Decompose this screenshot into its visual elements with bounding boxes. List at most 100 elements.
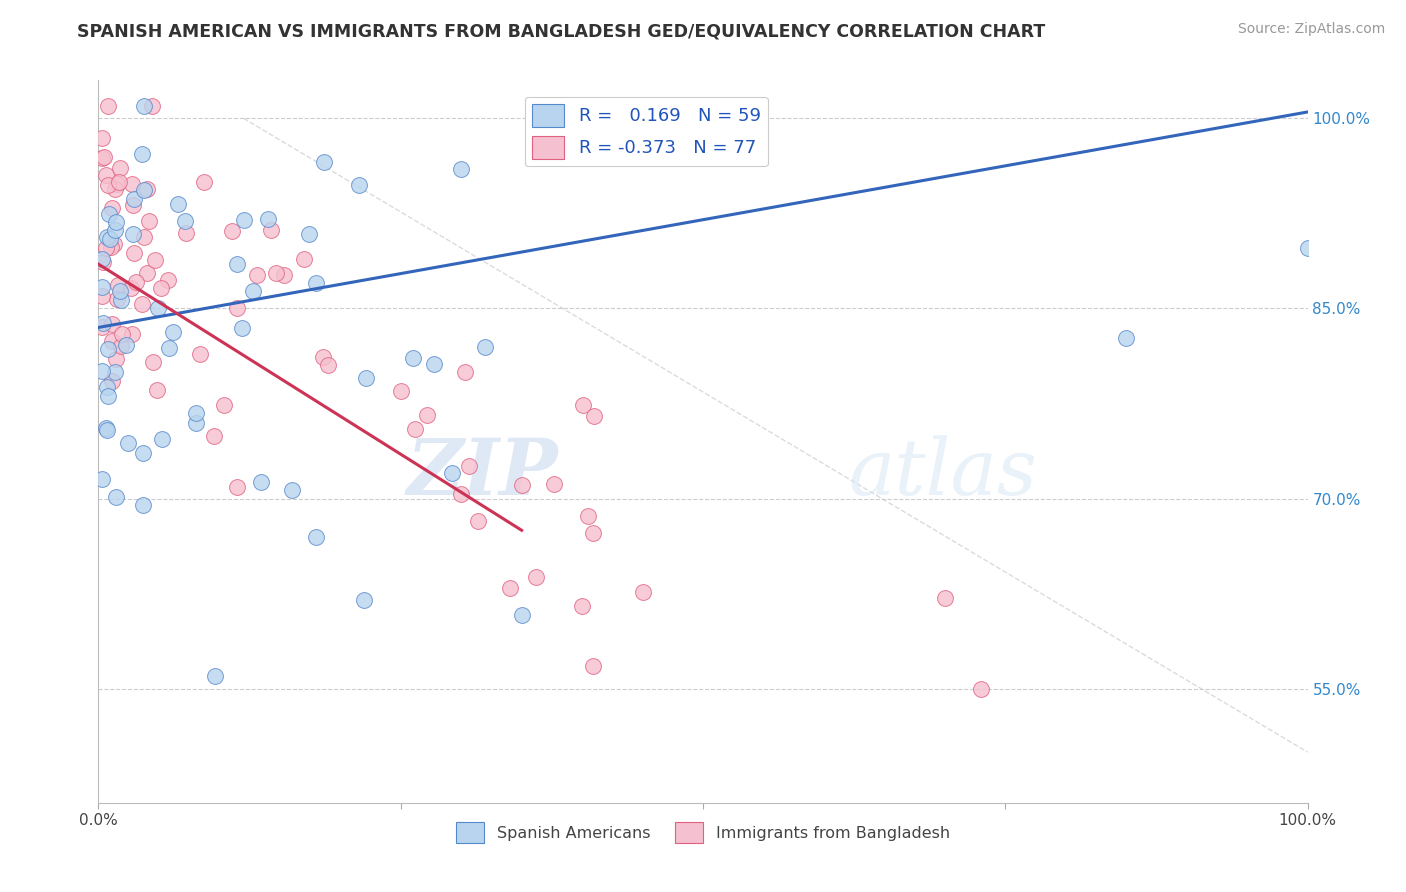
Point <box>402 351 425 365</box>
Point <box>467 514 489 528</box>
Point <box>117 436 139 450</box>
Point <box>312 350 335 364</box>
Point <box>316 358 339 372</box>
Text: SPANISH AMERICAN VS IMMIGRANTS FROM BANGLADESH GED/EQUIVALENCY CORRELATION CHART: SPANISH AMERICAN VS IMMIGRANTS FROM BANG… <box>77 22 1046 40</box>
Point <box>124 192 146 206</box>
Text: atlas: atlas <box>848 435 1036 511</box>
Point <box>226 480 249 494</box>
Point <box>524 569 547 583</box>
Point <box>305 276 328 290</box>
Point <box>141 98 163 112</box>
Point <box>150 280 173 294</box>
Point <box>582 659 605 673</box>
Point <box>110 284 132 298</box>
Point <box>107 176 129 190</box>
Point <box>257 212 280 227</box>
Point <box>101 201 124 215</box>
Point <box>120 281 142 295</box>
Point <box>404 422 426 436</box>
Point <box>416 408 439 422</box>
Point <box>91 252 114 266</box>
Point <box>132 98 155 112</box>
Point <box>101 334 124 348</box>
Point <box>94 168 117 182</box>
Point <box>110 339 132 353</box>
Point <box>173 214 195 228</box>
Point <box>132 446 155 460</box>
Point <box>98 207 121 221</box>
Point <box>131 146 153 161</box>
Point <box>91 151 114 165</box>
Point <box>264 266 287 280</box>
Point <box>94 241 117 255</box>
Point <box>100 374 122 388</box>
Point <box>188 347 211 361</box>
Point <box>233 213 256 227</box>
Point <box>122 227 145 241</box>
Point <box>146 301 169 316</box>
Point <box>110 293 132 307</box>
Point <box>146 383 169 397</box>
Point <box>94 421 117 435</box>
Point <box>212 399 235 413</box>
Point <box>91 280 114 294</box>
Point <box>347 178 370 193</box>
Point <box>121 178 143 192</box>
Point <box>103 237 125 252</box>
Point <box>543 477 565 491</box>
Point <box>131 296 153 310</box>
Point <box>96 230 118 244</box>
Point <box>104 490 127 504</box>
Point <box>458 458 481 473</box>
Point <box>91 320 114 334</box>
Legend: Spanish Americans, Immigrants from Bangladesh: Spanish Americans, Immigrants from Bangl… <box>450 815 956 849</box>
Point <box>450 487 472 501</box>
Point <box>104 365 127 379</box>
Point <box>273 268 295 282</box>
Point <box>1115 331 1137 345</box>
Point <box>124 275 146 289</box>
Point <box>110 161 132 175</box>
Point <box>184 406 207 420</box>
Point <box>157 341 180 355</box>
Point <box>1296 241 1319 255</box>
Point <box>353 593 375 607</box>
Point <box>100 240 122 254</box>
Point <box>450 161 472 176</box>
Point <box>582 525 605 540</box>
Point <box>122 198 145 212</box>
Point <box>167 197 190 211</box>
Point <box>105 292 128 306</box>
Point <box>105 177 128 191</box>
Point <box>242 285 264 299</box>
Point <box>91 130 114 145</box>
Point <box>510 478 533 492</box>
Point <box>97 98 120 112</box>
Point <box>970 681 993 696</box>
Point <box>91 364 114 378</box>
Point <box>499 581 522 595</box>
Point <box>121 327 143 342</box>
Point <box>135 182 157 196</box>
Point <box>91 289 114 303</box>
Point <box>292 252 315 267</box>
Point <box>440 467 463 481</box>
Point <box>225 301 247 315</box>
Point <box>96 380 118 394</box>
Point <box>193 174 215 188</box>
Point <box>454 365 477 379</box>
Point <box>184 416 207 430</box>
Point <box>571 599 593 614</box>
Point <box>98 232 121 246</box>
Point <box>281 483 304 497</box>
Point <box>96 423 118 437</box>
Point <box>131 498 153 512</box>
Text: ZIP: ZIP <box>406 435 558 511</box>
Point <box>174 226 197 240</box>
Point <box>138 214 160 228</box>
Point <box>389 384 412 398</box>
Point <box>156 273 179 287</box>
Point <box>93 150 115 164</box>
Point <box>91 472 114 486</box>
Point <box>97 342 120 356</box>
